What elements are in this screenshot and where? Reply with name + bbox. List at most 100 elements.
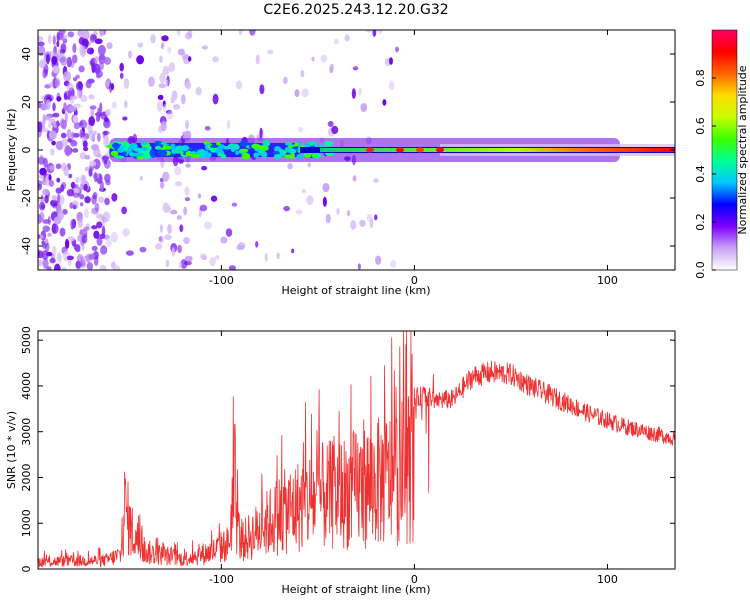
noise-speckle: [48, 179, 55, 187]
noise-speckle: [127, 50, 133, 59]
noise-speckle: [158, 83, 167, 89]
noise-speckle: [359, 219, 366, 227]
noise-speckle: [148, 76, 155, 87]
noise-speckle: [171, 247, 175, 257]
noise-speckle: [104, 56, 112, 65]
noise-speckle: [48, 122, 52, 129]
noise-speckle: [95, 115, 101, 122]
noise-speckle: [162, 202, 170, 213]
noise-speckle: [212, 93, 219, 105]
signal-blob: [129, 142, 138, 150]
noise-speckle: [322, 182, 330, 193]
y-tick-label: 5000: [20, 326, 33, 354]
noise-speckle: [40, 127, 49, 133]
spectrogram-y-ticks: -40 -20 0 20 40: [20, 47, 675, 255]
noise-speckle: [178, 261, 182, 269]
signal-blob: [142, 152, 151, 160]
noise-speckle: [352, 175, 357, 182]
signal-blob: [110, 150, 119, 157]
noise-speckle: [68, 173, 73, 179]
noise-speckle: [102, 130, 110, 135]
signal-blob: [229, 143, 240, 151]
signal-line-core: [320, 148, 675, 152]
noise-speckle: [195, 86, 202, 96]
noise-speckle: [39, 103, 48, 111]
signal-blob: [315, 152, 321, 158]
noise-speckle: [374, 214, 378, 221]
noise-speckle: [204, 221, 212, 230]
noise-speckle: [94, 38, 103, 45]
noise-speckle: [382, 99, 387, 106]
noise-speckle: [48, 51, 56, 56]
noise-speckle: [38, 233, 41, 239]
noise-speckle: [101, 156, 110, 161]
noise-speckle: [38, 156, 45, 165]
noise-speckle: [137, 42, 144, 48]
noise-speckle: [176, 215, 182, 220]
noise-speckle: [38, 214, 43, 224]
colorbar-tick-label: 0.0: [694, 261, 707, 279]
colorbar-tick-label: 0.8: [694, 69, 707, 87]
noise-speckle: [283, 205, 291, 212]
noise-speckle: [106, 42, 113, 50]
noise-speckle: [38, 35, 44, 42]
spectrogram-x-axis-title: Height of straight line (km): [281, 284, 430, 297]
noise-speckle: [38, 41, 45, 47]
noise-speckle: [47, 216, 51, 226]
signal-blob: [210, 144, 219, 149]
noise-speckle: [139, 176, 143, 181]
noise-speckle: [66, 255, 74, 261]
noise-speckle: [52, 102, 56, 112]
signal-blob: [264, 141, 270, 147]
noise-speckle: [377, 30, 383, 34]
noise-speckle: [56, 40, 60, 48]
noise-speckle: [156, 100, 163, 112]
signal-blob: [214, 148, 224, 154]
noise-speckle: [60, 184, 65, 192]
noise-speckle: [95, 70, 104, 78]
x-tick-label: 0: [411, 274, 418, 287]
noise-speckle: [72, 204, 77, 210]
noise-speckle: [172, 104, 181, 110]
noise-speckle: [63, 92, 68, 101]
noise-speckle: [98, 53, 106, 65]
noise-speckle: [75, 176, 80, 184]
noise-speckle: [374, 255, 382, 266]
noise-speckle: [96, 221, 103, 229]
signal-blob: [274, 154, 282, 158]
snr-frame: [37, 330, 676, 570]
noise-speckle: [212, 56, 219, 63]
noise-speckle: [99, 264, 107, 270]
noise-speckle: [64, 238, 70, 249]
y-tick-label: 3000: [20, 418, 33, 446]
signal-blob: [223, 145, 231, 150]
noise-speckle: [184, 255, 193, 262]
noise-speckle: [72, 43, 77, 54]
noise-speckle: [327, 120, 334, 128]
noise-speckle: [358, 87, 362, 96]
noise-speckle: [70, 219, 75, 230]
y-tick-label: -40: [20, 237, 33, 255]
noise-speckle: [352, 66, 359, 71]
noise-speckle: [100, 245, 108, 255]
noise-speckle: [58, 255, 62, 264]
noise-speckle: [51, 194, 57, 201]
noise-speckle: [56, 193, 61, 204]
noise-speckle: [294, 89, 300, 98]
noise-speckle: [122, 116, 128, 121]
snr-panel: -100 0 100 0 1000 2000 3000 4000 5000 Height of…: [5, 326, 676, 596]
noise-speckle: [388, 80, 395, 91]
noise-speckle: [72, 192, 80, 198]
noise-speckle: [60, 162, 67, 171]
noise-speckle: [81, 38, 89, 48]
noise-speckle: [48, 174, 52, 181]
noise-speckle: [99, 233, 106, 240]
noise-speckle: [204, 126, 211, 131]
noise-speckle: [94, 55, 99, 64]
snr-x-ticks: -100 0 100: [209, 331, 618, 586]
noise-speckle: [389, 57, 393, 65]
noise-speckle: [235, 80, 243, 90]
noise-speckle: [91, 245, 98, 252]
noise-speckle: [350, 220, 357, 230]
noise-speckle: [61, 267, 67, 270]
